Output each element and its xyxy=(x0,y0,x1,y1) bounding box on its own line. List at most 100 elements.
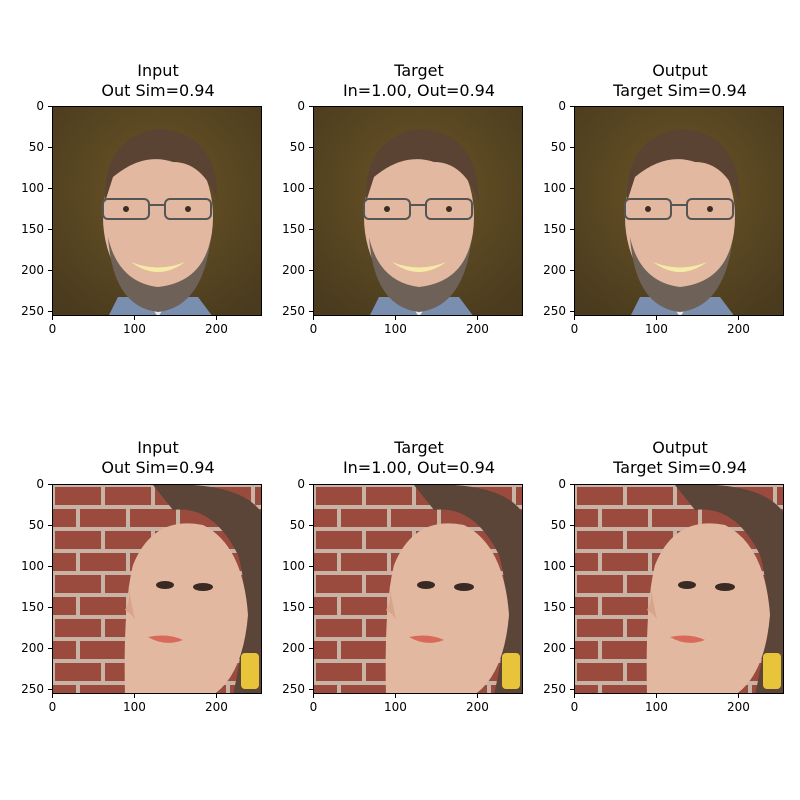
y-tick-label: 100 xyxy=(543,181,566,196)
y-tick-mark xyxy=(570,648,574,650)
man-portrait-image xyxy=(575,107,783,315)
x-tick-label: 0 xyxy=(48,322,57,336)
x-tick-label: 200 xyxy=(727,322,750,336)
y-tick-mark xyxy=(309,525,313,527)
panel-image xyxy=(53,485,261,693)
x-tick-label: 100 xyxy=(644,700,668,714)
y-tick-label: 50 xyxy=(28,518,44,533)
y-tick-label: 150 xyxy=(543,222,566,237)
panel-title-line-2: In=1.00, Out=0.94 xyxy=(342,81,496,100)
y-tick-label: 150 xyxy=(21,600,44,615)
panel-image xyxy=(575,485,783,693)
man-portrait-image xyxy=(53,107,261,315)
x-tick-label: 100 xyxy=(644,322,668,336)
y-tick-label: 100 xyxy=(21,559,44,574)
x-tick-label: 200 xyxy=(466,700,489,714)
image-axes xyxy=(52,484,262,694)
y-tick-mark xyxy=(570,484,574,486)
y-tick-mark xyxy=(48,525,52,527)
y-tick-mark xyxy=(309,311,313,313)
y-tick-label: 100 xyxy=(543,559,566,574)
y-tick-label: 200 xyxy=(543,641,566,656)
image-axes xyxy=(52,106,262,316)
y-tick-label: 0 xyxy=(297,99,305,114)
y-tick-mark xyxy=(570,270,574,272)
y-tick-label: 50 xyxy=(550,140,566,155)
man-portrait-image xyxy=(314,107,522,315)
panel-title-line-1: Target xyxy=(394,438,444,457)
y-tick-mark xyxy=(48,188,52,190)
x-tick-mark xyxy=(477,694,479,698)
x-tick-mark xyxy=(395,694,397,698)
y-tick-mark xyxy=(48,229,52,231)
y-tick-mark xyxy=(309,689,313,691)
y-tick-label: 0 xyxy=(297,477,305,492)
panel-title: Input Out Sim=0.94 xyxy=(52,61,264,101)
image-axes xyxy=(574,106,784,316)
y-tick-mark xyxy=(570,229,574,231)
y-tick-mark xyxy=(309,566,313,568)
panel-title: Input Out Sim=0.94 xyxy=(52,438,264,478)
image-axes xyxy=(574,484,784,694)
panel-title-line-2: Out Sim=0.94 xyxy=(101,81,215,100)
panel-title-line-2: Out Sim=0.94 xyxy=(101,458,215,477)
x-tick-label: 100 xyxy=(122,322,146,336)
x-tick-label: 200 xyxy=(205,700,228,714)
y-tick-mark xyxy=(309,229,313,231)
x-tick-mark xyxy=(738,316,740,320)
panel-title: Output Target Sim=0.94 xyxy=(574,61,786,101)
panel-image xyxy=(53,107,261,315)
y-tick-label: 250 xyxy=(543,682,566,697)
y-tick-mark xyxy=(309,607,313,609)
x-tick-label: 100 xyxy=(383,700,407,714)
x-tick-mark xyxy=(313,694,315,698)
x-tick-mark xyxy=(134,694,136,698)
panel-title-line-2: In=1.00, Out=0.94 xyxy=(342,458,496,477)
x-tick-mark xyxy=(216,694,218,698)
x-tick-mark xyxy=(134,316,136,320)
x-tick-mark xyxy=(52,316,54,320)
y-tick-label: 250 xyxy=(543,304,566,319)
x-tick-mark xyxy=(216,316,218,320)
y-tick-label: 100 xyxy=(282,559,305,574)
woman-portrait-image xyxy=(575,485,783,693)
y-tick-mark xyxy=(570,689,574,691)
y-tick-label: 150 xyxy=(282,222,305,237)
panel-title: Target In=1.00, Out=0.94 xyxy=(313,438,525,478)
y-tick-label: 50 xyxy=(28,140,44,155)
x-tick-mark xyxy=(656,316,658,320)
y-tick-label: 100 xyxy=(282,181,305,196)
y-tick-mark xyxy=(570,525,574,527)
y-tick-label: 200 xyxy=(282,641,305,656)
y-tick-mark xyxy=(309,270,313,272)
y-tick-label: 150 xyxy=(282,600,305,615)
y-tick-mark xyxy=(570,607,574,609)
y-tick-label: 250 xyxy=(282,304,305,319)
x-tick-mark xyxy=(656,694,658,698)
x-tick-label: 0 xyxy=(48,700,57,714)
panel-title: Output Target Sim=0.94 xyxy=(574,438,786,478)
x-tick-label: 100 xyxy=(122,700,146,714)
y-tick-label: 100 xyxy=(21,181,44,196)
x-tick-label: 0 xyxy=(570,700,579,714)
y-tick-label: 250 xyxy=(21,682,44,697)
panel-title-line-1: Input xyxy=(137,61,179,80)
y-tick-mark xyxy=(570,566,574,568)
panel-title-line-2: Target Sim=0.94 xyxy=(613,81,747,100)
y-tick-label: 200 xyxy=(543,263,566,278)
y-tick-mark xyxy=(48,648,52,650)
y-tick-mark xyxy=(48,566,52,568)
y-tick-label: 250 xyxy=(282,682,305,697)
y-tick-mark xyxy=(309,188,313,190)
y-tick-label: 0 xyxy=(36,99,44,114)
x-tick-mark xyxy=(574,316,576,320)
panel-title-line-1: Output xyxy=(652,438,708,457)
x-tick-mark xyxy=(52,694,54,698)
y-tick-mark xyxy=(570,311,574,313)
x-tick-mark xyxy=(313,316,315,320)
x-tick-mark xyxy=(738,694,740,698)
y-tick-label: 150 xyxy=(21,222,44,237)
y-tick-mark xyxy=(309,147,313,149)
woman-portrait-image xyxy=(53,485,261,693)
y-tick-mark xyxy=(570,106,574,108)
